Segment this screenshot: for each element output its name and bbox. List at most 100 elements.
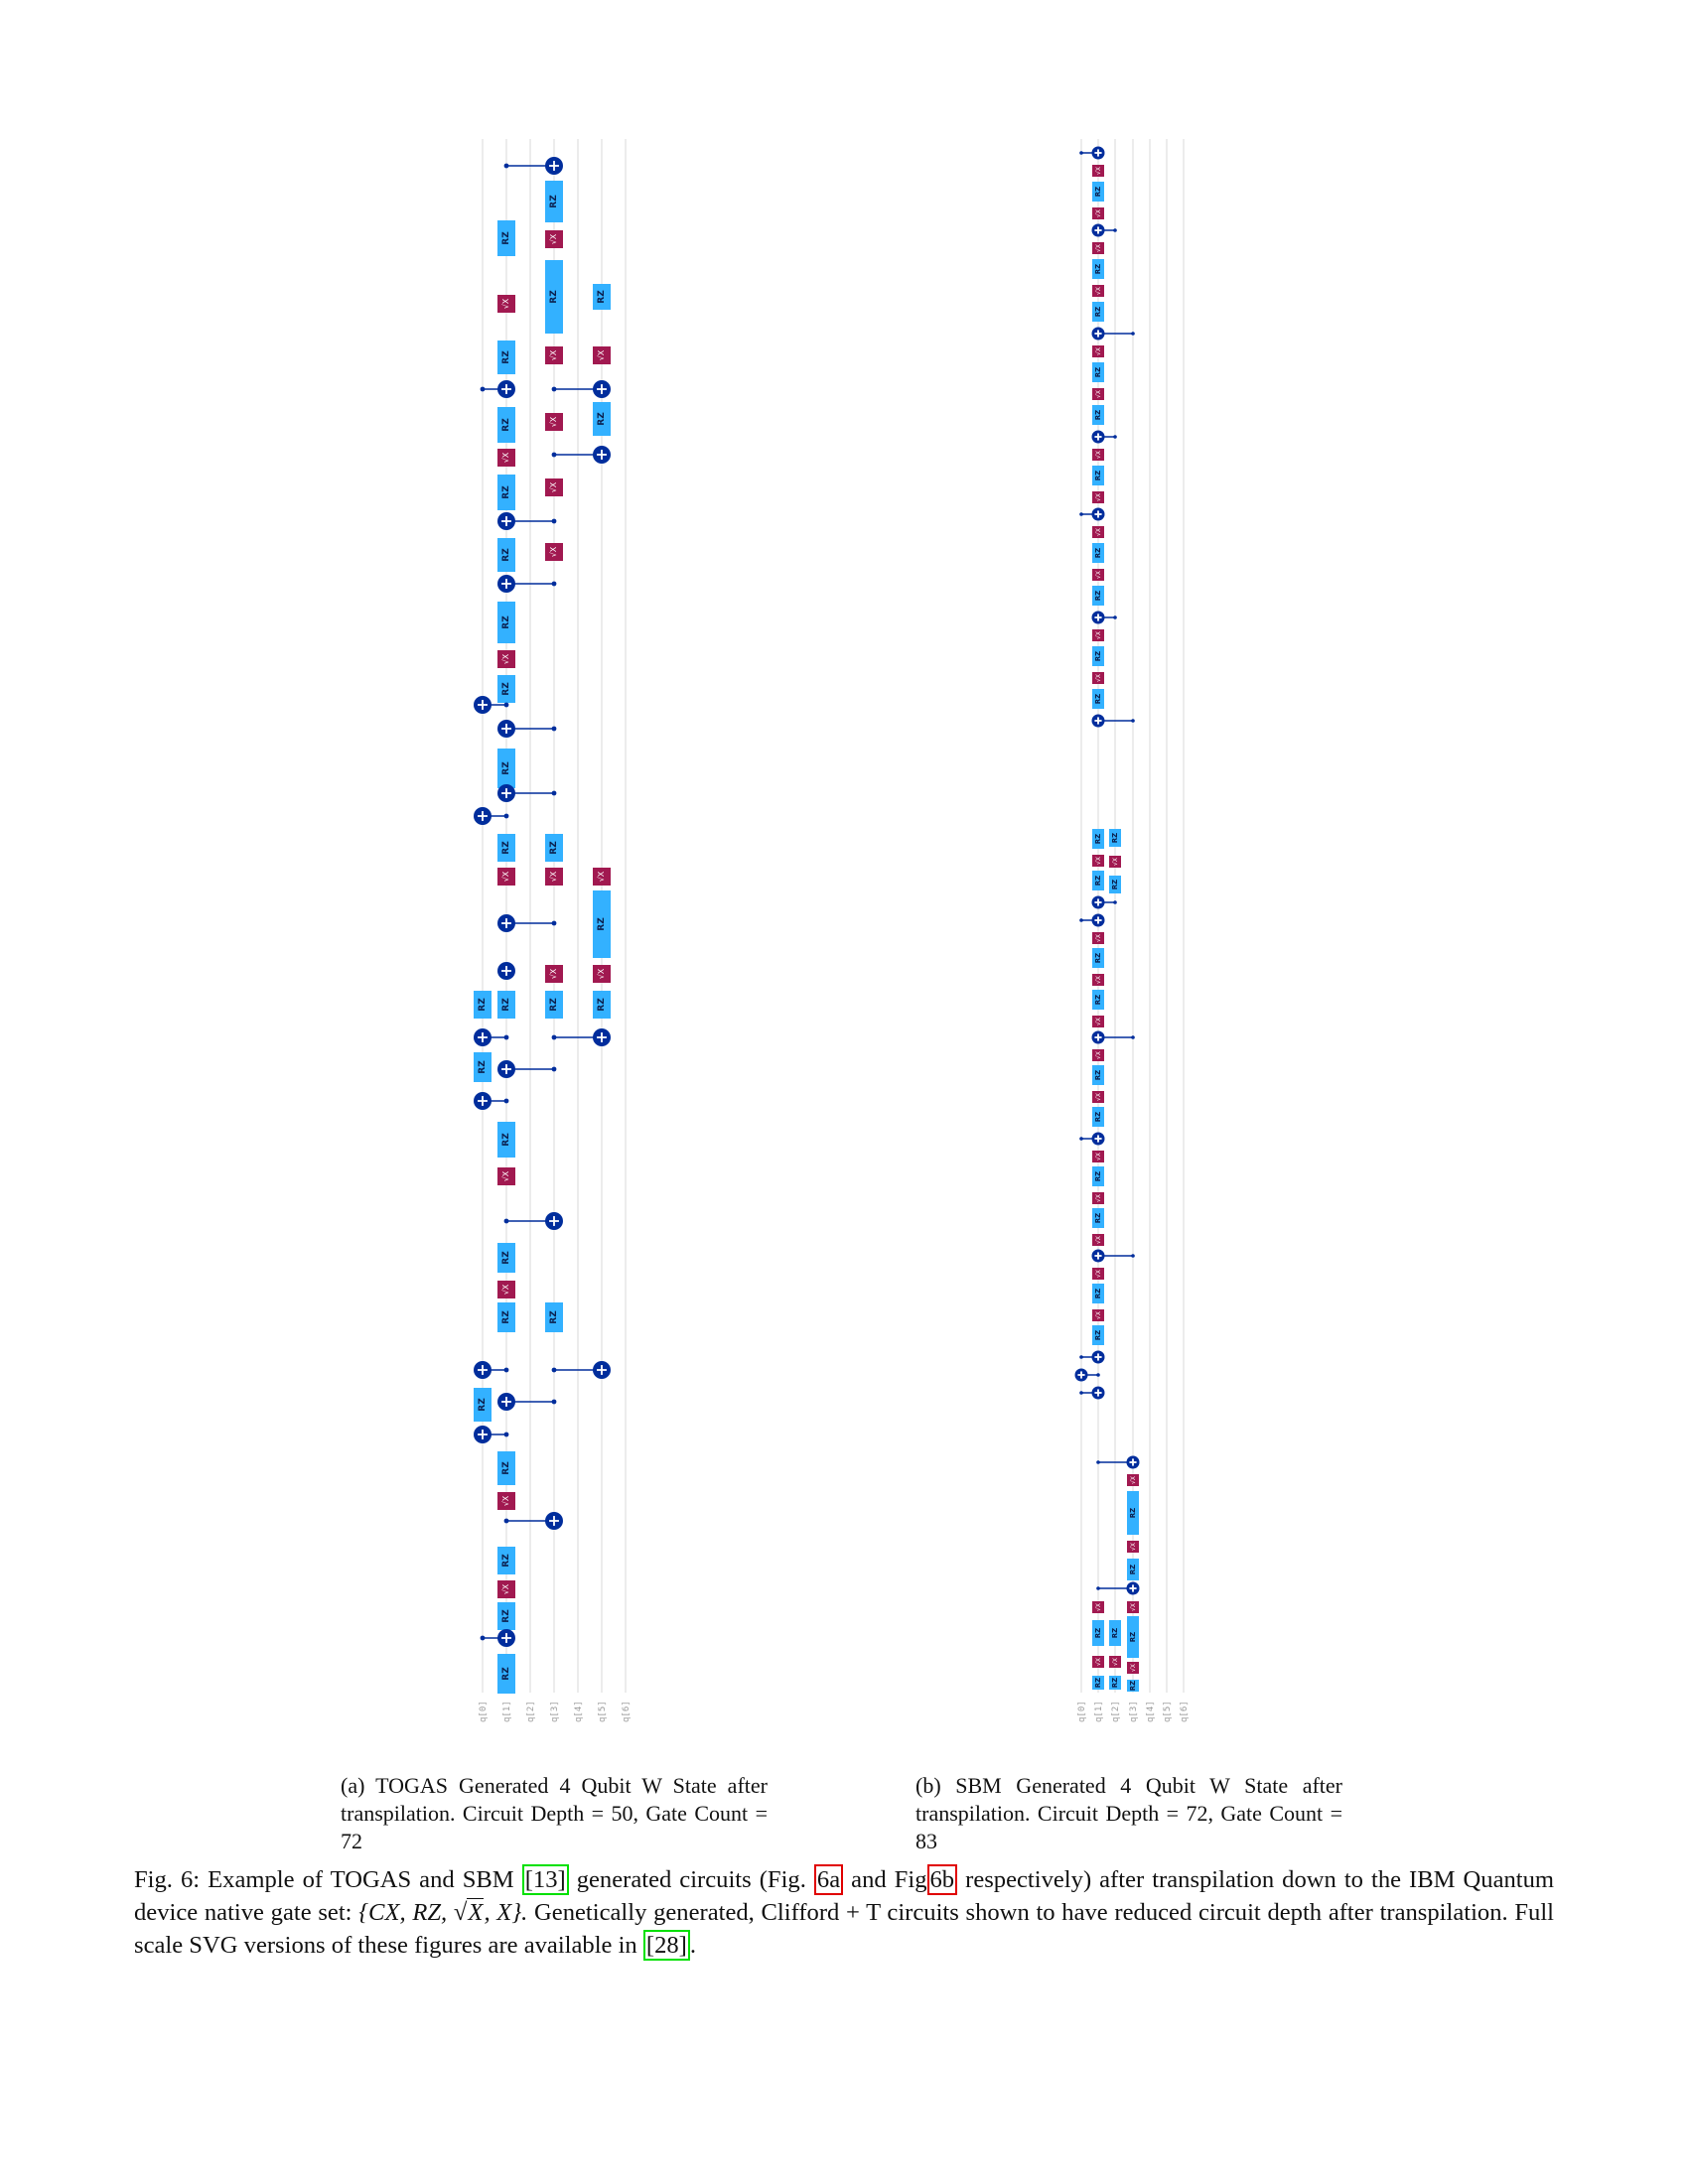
- rz-gate-label: RZ: [1129, 1565, 1137, 1574]
- cx-control-dot: [503, 163, 509, 169]
- sx-gate: [1127, 1601, 1139, 1613]
- sqrt-argument: X: [467, 1898, 485, 1926]
- sx-gate-label: √X: [1095, 167, 1102, 175]
- sx-gate: [1092, 1601, 1104, 1613]
- cx-control-dot: [503, 1098, 509, 1104]
- rz-gate-label: RZ: [549, 290, 559, 304]
- rz-gate-label: RZ: [1094, 548, 1102, 558]
- qubit-label: q[0]: [479, 1701, 489, 1722]
- fig-6a-link[interactable]: 6a: [813, 1864, 844, 1895]
- rz-gate: [1109, 829, 1121, 847]
- rz-gate: [593, 991, 611, 1019]
- cx-control-dot: [551, 726, 557, 732]
- sx-gate-label: √X: [501, 298, 510, 309]
- sx-gate-label: √X: [501, 1583, 510, 1594]
- cx-control-dot: [503, 1034, 509, 1040]
- sx-gate-label: √X: [501, 871, 510, 882]
- rz-gate-label: RZ: [501, 1609, 511, 1623]
- cx-control-dot: [503, 1218, 509, 1224]
- sx-gate-label: √X: [1095, 451, 1102, 459]
- rz-gate: [497, 1547, 515, 1574]
- sx-gate-label: √X: [1095, 347, 1102, 355]
- citation-13-link[interactable]: [13]: [521, 1864, 569, 1895]
- rz-gate-label: RZ: [1094, 471, 1102, 480]
- qubit-label: q[1]: [502, 1701, 512, 1722]
- rz-gate-label: RZ: [501, 998, 511, 1012]
- rz-gate: [1092, 646, 1104, 666]
- qubit-label: q[3]: [550, 1701, 560, 1722]
- sx-gate: [1092, 1151, 1104, 1162]
- rz-gate: [1109, 876, 1121, 893]
- rz-gate: [1127, 1491, 1139, 1535]
- subcaption-b: (b) SBM Generated 4 Qubit W State after …: [915, 1772, 1342, 1855]
- caption-text-1: Example of TOGAS and SBM: [208, 1866, 514, 1893]
- circuit-diagram-b: q[0] q[1] q[2] q[3] q[4] q[5] q[6] √X RZ √X √X RZ √X…: [1074, 139, 1190, 1722]
- rz-gate: [497, 1122, 515, 1158]
- subcaption-a-text: TOGAS Generated 4 Qubit W State after tr…: [341, 1773, 768, 1853]
- rz-gate: [593, 890, 611, 958]
- rz-gate-label: RZ: [549, 998, 559, 1012]
- cx-control-dot: [1131, 1035, 1135, 1039]
- rz-gate-label: RZ: [1094, 1289, 1102, 1298]
- rz-gate: [1092, 689, 1104, 709]
- cx-control-dot: [503, 1367, 509, 1373]
- cx-control-dot: [480, 1635, 486, 1641]
- sx-gate: [545, 478, 563, 496]
- sx-gate: [1092, 629, 1104, 641]
- rz-gate: [545, 991, 563, 1019]
- citation-28-link[interactable]: [28]: [642, 1930, 690, 1961]
- sx-gate-label: √X: [1095, 1658, 1102, 1666]
- fig-6b-link[interactable]: 6b: [926, 1864, 958, 1895]
- cx-control-dot: [1096, 1586, 1100, 1590]
- sx-gate-label: √X: [1112, 1658, 1119, 1666]
- sx-gate: [1092, 672, 1104, 684]
- figure-caption: Fig. 6: Example of TOGAS and SBM [13] ge…: [134, 1863, 1554, 1962]
- sx-gate-label: √X: [1095, 1051, 1102, 1059]
- sx-gate: [1092, 1234, 1104, 1246]
- cx-control-dot: [551, 920, 557, 926]
- sx-gate-label: √X: [549, 546, 558, 557]
- rz-gate: [1092, 1325, 1104, 1345]
- sx-gate: [497, 1492, 515, 1510]
- rz-gate-label: RZ: [501, 418, 511, 432]
- rz-gate: [474, 991, 492, 1019]
- rz-gate: [1092, 1208, 1104, 1228]
- sx-gate-label: √X: [1095, 1153, 1102, 1160]
- sx-gate-label: √X: [549, 968, 558, 979]
- cx-control-dot: [480, 386, 486, 392]
- sx-gate: [1127, 1474, 1139, 1486]
- rz-gate: [497, 341, 515, 374]
- rz-gate-label: RZ: [597, 412, 607, 426]
- sx-gate-label: √X: [597, 968, 606, 979]
- sx-gate: [545, 965, 563, 983]
- cx-control-dot: [551, 1066, 557, 1072]
- caption-text-3: and Fig: [851, 1866, 927, 1893]
- rz-gate: [497, 475, 515, 510]
- rz-gate-label: RZ: [501, 485, 511, 499]
- gate-set-open: {CX, RZ,: [358, 1899, 448, 1926]
- sqrt-x-expression: √X: [454, 1898, 485, 1926]
- rz-gate: [497, 602, 515, 643]
- cx-control-dot: [503, 1432, 509, 1437]
- sx-gate-label: √X: [1095, 209, 1102, 217]
- sx-gate: [545, 346, 563, 364]
- rz-gate: [545, 181, 563, 222]
- cx-control-dot: [1079, 512, 1083, 516]
- sx-gate: [1092, 449, 1104, 461]
- rz-gate: [497, 1243, 515, 1273]
- subcaption-a-label: (a): [341, 1773, 365, 1798]
- sx-gate-label: √X: [1130, 1476, 1137, 1484]
- rz-gate-label: RZ: [597, 917, 607, 931]
- sx-gate-label: √X: [501, 1170, 510, 1181]
- sx-gate: [1092, 242, 1104, 254]
- sx-gate: [497, 1580, 515, 1598]
- sx-gate-label: √X: [1095, 1236, 1102, 1244]
- sx-gate: [1092, 388, 1104, 400]
- rz-gate-label: RZ: [1094, 1213, 1102, 1223]
- sx-gate-label: √X: [1095, 244, 1102, 252]
- rz-gate-label: RZ: [501, 1554, 511, 1568]
- sx-gate: [1092, 526, 1104, 538]
- caption-text-6: .: [689, 1932, 697, 1959]
- sx-gate: [497, 449, 515, 467]
- sx-gate: [545, 868, 563, 886]
